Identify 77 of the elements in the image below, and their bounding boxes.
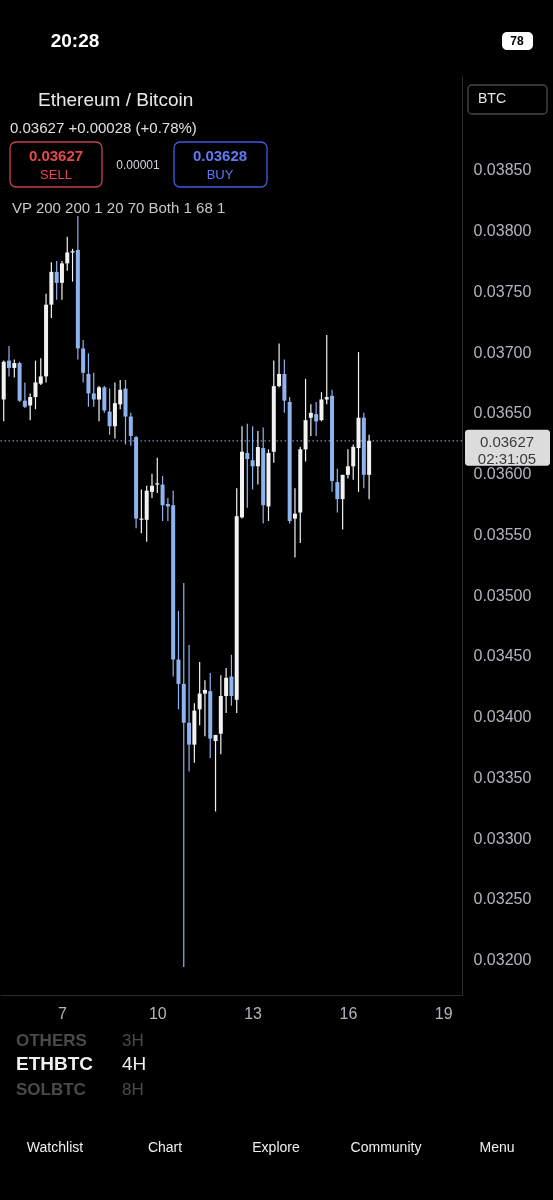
candlestick (314, 401, 319, 437)
y-tick-label: 0.03300 (473, 829, 532, 847)
candlestick (351, 443, 356, 481)
candlestick (319, 391, 324, 422)
x-tick-label: 19 (434, 1004, 453, 1022)
text: 4H (122, 1053, 147, 1074)
candlestick (245, 423, 250, 509)
text: Menu (479, 1139, 515, 1155)
candlestick (345, 448, 350, 480)
candlestick (7, 345, 11, 377)
text: Explore (252, 1139, 300, 1155)
ref-line-label: 0.03627 (479, 432, 535, 450)
text: 20:28 (50, 30, 100, 51)
candlestick (128, 412, 133, 447)
y-tick-label: 0.03800 (473, 222, 532, 240)
candlestick (91, 372, 96, 408)
annotation: 0.03628 (192, 147, 248, 164)
y-tick-label: 0.03500 (473, 586, 532, 604)
y-tick-label: 0.03550 (473, 525, 532, 543)
candlestick (292, 487, 297, 559)
y-tick-label: 0.03400 (473, 708, 532, 726)
x-tick-label: 10 (148, 1004, 167, 1022)
annotation: VP 200 200 1 20 70 Both 1 68 1 (12, 199, 226, 216)
annotation: 0.03627 (28, 147, 84, 164)
text: 8H (122, 1080, 144, 1099)
candlestick (97, 385, 102, 422)
text: OTHERS (16, 1031, 87, 1050)
candlestick (155, 457, 160, 494)
candlestick (202, 679, 207, 737)
candlestick (335, 468, 340, 514)
candlestick (308, 403, 313, 437)
annotation: SELL (40, 167, 72, 182)
candlestick (213, 734, 218, 813)
annotation: 0.00001 (116, 158, 161, 172)
candlestick (86, 352, 91, 408)
y-tick-label: 0.03450 (473, 647, 532, 665)
candlestick (33, 360, 38, 410)
text: Community (350, 1139, 422, 1155)
x-tick-label: 13 (244, 1004, 263, 1022)
text: ETHBTC (16, 1053, 94, 1074)
text: BTC (478, 90, 506, 106)
candlestick (197, 661, 202, 726)
text: 02:31:05 (477, 449, 537, 467)
y-tick-label: 0.03650 (473, 404, 532, 422)
text: 78 (510, 34, 524, 48)
y-tick-label: 0.03750 (473, 282, 532, 300)
candlestick (277, 342, 282, 388)
candlestick (255, 430, 260, 486)
candlestick (107, 387, 112, 436)
y-tick-label: 0.03250 (473, 890, 532, 908)
candlestick (54, 260, 59, 301)
candlestick (38, 357, 43, 386)
y-tick-label: 0.03350 (473, 768, 532, 786)
candlestick (59, 260, 64, 301)
candlestick (224, 667, 229, 714)
candlestick (181, 582, 186, 968)
y-tick-label: 0.03850 (473, 161, 532, 179)
candlestick (65, 236, 70, 272)
text: 0.03627 +0.00028 (+0.78%) (10, 119, 197, 136)
y-tick-label: 0.03600 (473, 465, 532, 483)
candlestick (229, 654, 234, 707)
x-tick-label: 16 (339, 1004, 358, 1022)
text: Ethereum / Bitcoin (38, 89, 194, 110)
candlestick (187, 644, 192, 772)
text: Watchlist (26, 1139, 84, 1155)
text: 3H (122, 1031, 144, 1050)
x-tick-label: 7 (58, 1004, 68, 1022)
candlestick (12, 358, 17, 379)
candlestick (102, 385, 107, 414)
y-tick-label: 0.03700 (473, 343, 532, 361)
text: Chart (147, 1139, 183, 1155)
text: SOLBTC (16, 1080, 86, 1099)
annotation: BUY (206, 167, 234, 182)
candlestick (22, 381, 27, 409)
candlestick (28, 392, 33, 421)
candlestick (250, 425, 255, 491)
y-tick-label: 0.03200 (473, 951, 532, 969)
